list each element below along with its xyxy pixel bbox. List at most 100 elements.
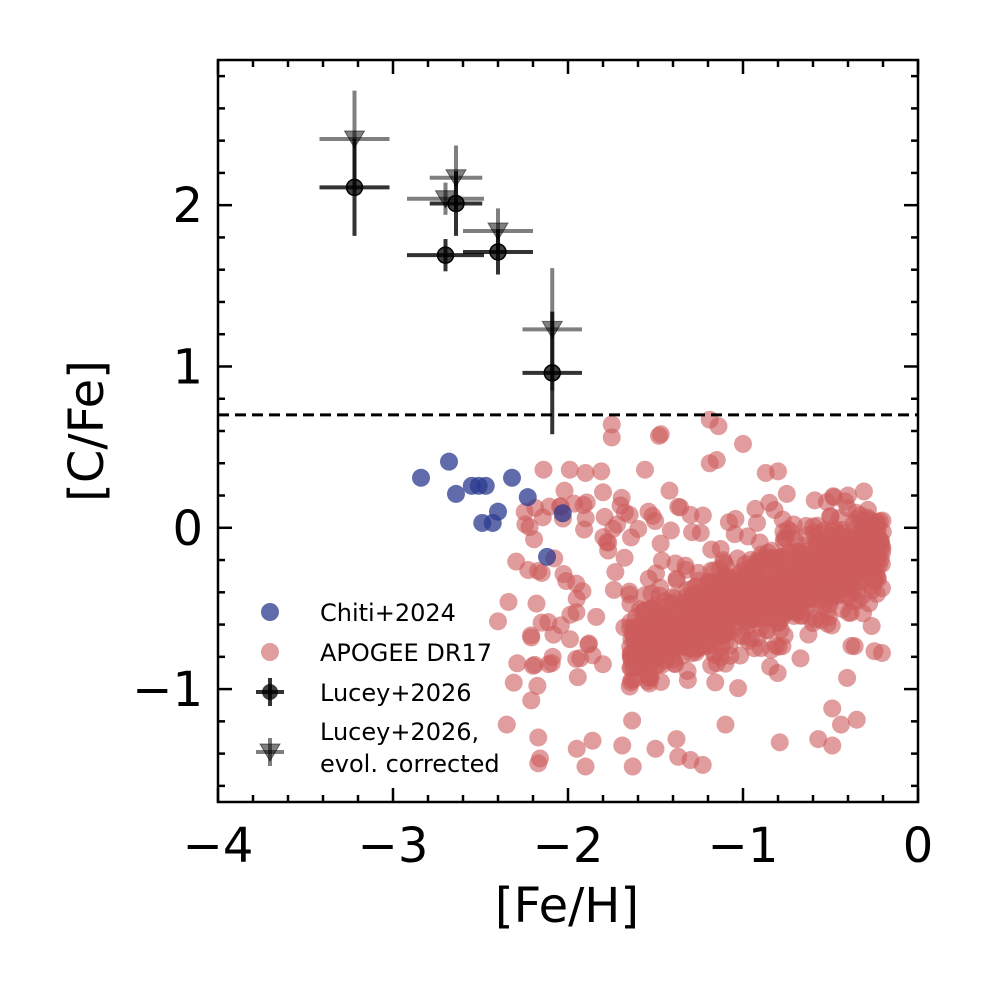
x-tick-label: −4	[183, 818, 254, 874]
apogee-point	[731, 626, 750, 645]
apogee-point	[839, 536, 858, 555]
apogee-point	[765, 501, 784, 520]
apogee-point	[615, 548, 634, 567]
apogee-point	[608, 515, 626, 534]
apogee-point	[725, 525, 744, 544]
apogee-point	[707, 451, 726, 470]
lucey-point-marker	[489, 243, 507, 261]
legend-label-evol-line2: evol. corrected	[320, 750, 500, 778]
chiti-point	[447, 484, 465, 503]
apogee-point	[748, 513, 766, 532]
apogee-point	[594, 483, 612, 502]
apogee-point	[872, 643, 891, 662]
apogee-point	[579, 635, 598, 654]
apogee-point	[557, 572, 576, 591]
apogee-point	[620, 505, 639, 524]
apogee-point	[568, 668, 587, 687]
apogee-point	[594, 528, 613, 547]
apogee-point	[525, 655, 544, 674]
apogee-point	[809, 730, 828, 749]
x-axis-title: [Fe/H]	[495, 878, 639, 934]
lucey-series	[319, 139, 582, 435]
apogee-point	[519, 561, 538, 580]
apogee-point	[689, 571, 708, 590]
apogee-point	[768, 552, 787, 571]
chiti-point	[503, 468, 521, 487]
apogee-point	[865, 538, 884, 557]
apogee-point	[644, 621, 663, 640]
x-tick-label: −3	[358, 818, 429, 874]
apogee-point	[709, 417, 728, 436]
y-tick-label: 1	[172, 339, 203, 395]
axis-ticks	[216, 60, 920, 802]
apogee-point	[693, 755, 712, 774]
apogee-point	[576, 757, 595, 776]
apogee-point	[729, 679, 748, 698]
apogee-point	[534, 460, 553, 479]
legend-marker-chiti	[261, 603, 279, 621]
apogee-point	[592, 462, 611, 481]
apogee-point	[716, 556, 735, 575]
apogee-point	[613, 736, 632, 755]
apogee-point	[683, 523, 702, 542]
apogee-point	[756, 575, 775, 594]
apogee-point	[847, 710, 866, 729]
chiti-series	[412, 452, 572, 566]
apogee-point	[542, 654, 561, 673]
legend-label-chiti: Chiti+2024	[320, 599, 456, 627]
apogee-point	[821, 507, 840, 526]
apogee-point	[667, 730, 686, 749]
apogee-point	[768, 664, 787, 683]
apogee-point	[728, 567, 747, 586]
apogee-point	[650, 426, 668, 445]
apogee-point	[615, 618, 634, 637]
apogee-point	[567, 739, 586, 758]
apogee-point	[805, 491, 824, 510]
y-tick-label: 2	[172, 178, 203, 234]
x-tick-label: 0	[903, 818, 934, 874]
lucey-point-marker	[345, 178, 364, 197]
apogee-point	[832, 715, 850, 734]
apogee-point	[583, 731, 602, 750]
apogee-point	[661, 521, 680, 540]
apogee-point	[622, 652, 641, 671]
chiti-point	[489, 502, 507, 521]
apogee-point	[838, 668, 857, 687]
apogee-point	[824, 522, 843, 541]
apogee-point	[636, 586, 655, 605]
y-tick-label: −1	[132, 662, 203, 718]
apogee-point	[602, 415, 621, 434]
apogee-point	[639, 569, 658, 588]
apogee-point	[620, 677, 639, 696]
chiti-point	[538, 547, 556, 566]
apogee-point	[522, 691, 541, 710]
apogee-point	[497, 715, 516, 734]
apogee-point	[622, 528, 640, 547]
apogee-point	[711, 648, 730, 667]
apogee-point	[634, 602, 653, 621]
chiti-point	[476, 476, 495, 495]
apogee-point	[793, 592, 812, 611]
apogee-point	[823, 736, 842, 755]
apogee-point	[702, 540, 721, 559]
apogee-point	[516, 515, 535, 534]
chiti-point	[412, 468, 430, 487]
apogee-point	[842, 636, 861, 655]
apogee-point	[716, 715, 735, 734]
chiti-point	[440, 452, 458, 471]
apogee-point	[748, 628, 767, 647]
apogee-point	[577, 493, 596, 512]
apogee-point	[862, 617, 881, 636]
apogee-point	[853, 559, 871, 578]
apogee-point	[782, 572, 801, 591]
apogee-point	[640, 674, 659, 693]
apogee-point	[575, 520, 594, 539]
apogee-point	[623, 757, 642, 776]
apogee-point	[671, 631, 690, 650]
apogee-point	[685, 591, 704, 610]
apogee-point	[730, 593, 749, 612]
apogee-point	[625, 630, 644, 649]
apogee-point	[533, 508, 552, 527]
apogee-point	[561, 630, 580, 649]
